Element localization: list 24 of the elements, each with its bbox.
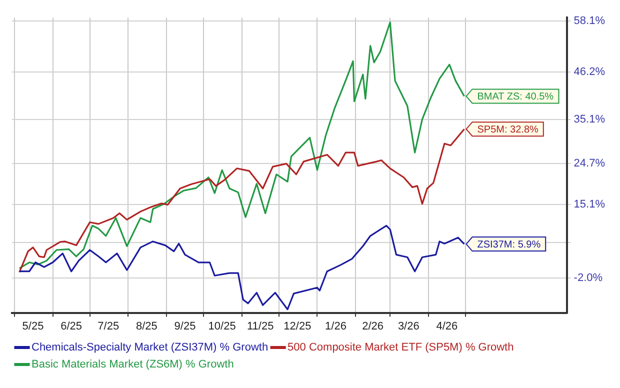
y-tick-label: 15.1% [574,198,606,211]
x-tick-label: 5/25 [22,320,44,332]
x-tick-label: 7/25 [98,320,120,332]
x-tick-label: 8/25 [136,320,158,332]
x-tick-label: 6/25 [60,320,82,332]
annotation: ZSI37M: 5.9% [477,239,541,250]
x-tick-label: 2/26 [362,320,384,332]
annotation: SP5M: 32.8% [477,124,538,136]
x-tick-label: 4/26 [436,320,458,332]
x-tick-label: 12/25 [284,320,312,332]
x-tick-label: 9/25 [174,320,196,332]
legend-label: Chemicals-Specialty Market (ZSI37M) % Growth [32,342,268,354]
legend-label: Basic Materials Market (ZS6M) % Growth [32,358,234,371]
y-tick-label: 35.1% [574,113,606,126]
y-tick-label: -2.0% [574,272,603,284]
annotation: BMAT ZS: 40.5% [477,91,554,102]
legend-label: 500 Composite Market ETF (SP5M) % Growth [288,342,514,354]
y-tick-label: 46.2% [574,66,606,78]
y-tick-label: 58.1% [574,15,606,28]
y-tick-label: 24.7% [574,158,606,170]
x-tick-label: 1/26 [325,320,346,332]
x-tick-label: 3/26 [398,320,420,332]
x-tick-label: 10/25 [208,320,236,332]
x-tick-label: 11/25 [247,320,274,332]
